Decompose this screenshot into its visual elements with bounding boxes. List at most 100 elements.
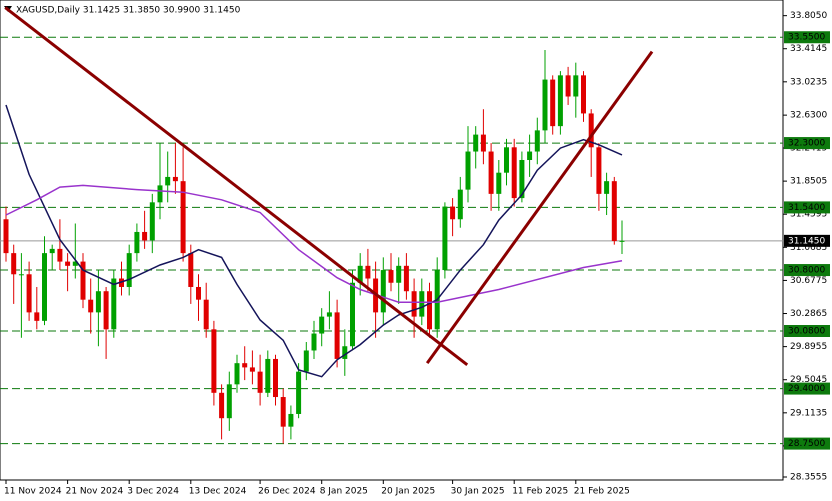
candle-body (88, 299, 94, 313)
candle-body (273, 358, 278, 398)
level-label: 30.0800 (788, 327, 825, 337)
candle-body (365, 265, 371, 279)
moving-average (5, 184, 623, 303)
chart-title: XAGUSD,Daily 31.1425 31.3850 30.9900 31.… (16, 6, 241, 16)
candle-body (211, 329, 217, 393)
candle-body (95, 291, 101, 313)
level-label: 28.7500 (788, 439, 825, 449)
candle-body (427, 291, 432, 330)
candle-body (196, 286, 201, 300)
candle-body (11, 253, 17, 275)
x-tick-label: 21 Nov 2024 (66, 487, 124, 497)
candle-body (65, 261, 71, 266)
moving-average (5, 104, 623, 378)
candle-body (257, 371, 263, 393)
candle-body (119, 278, 124, 287)
candle-body (557, 75, 563, 127)
level-label: 29.4000 (788, 384, 825, 394)
candle-body (573, 75, 579, 97)
candle-body (219, 392, 225, 419)
candle-body (611, 181, 617, 242)
candle-body (588, 113, 594, 148)
level-label: 33.5500 (788, 33, 825, 43)
candle-body (111, 278, 117, 330)
candle-body (157, 185, 163, 203)
candle-body (542, 79, 548, 131)
candle-body (380, 270, 386, 313)
candle-body (165, 176, 171, 186)
x-tick-label: 11 Nov 2024 (4, 487, 62, 497)
candle-body (496, 172, 502, 194)
candle-body (72, 261, 78, 266)
candle-body (172, 176, 178, 182)
y-tick-label: 30.2865 (790, 309, 827, 319)
candle-body (550, 79, 556, 127)
candle-body (18, 274, 24, 276)
plot-frame (0, 0, 784, 481)
y-tick-label: 29.8955 (790, 342, 827, 352)
candle-body (265, 358, 271, 393)
candle-body (488, 151, 494, 194)
x-tick-label: 13 Dec 2024 (189, 487, 247, 497)
trendline (425, 50, 654, 365)
x-tick-label: 8 Jan 2025 (320, 487, 368, 497)
level-label-box (784, 325, 830, 338)
candle-body (581, 75, 586, 114)
candle-body (619, 240, 625, 242)
candle-body (388, 270, 394, 283)
candle-body (457, 189, 463, 220)
x-tick-label: 20 Jan 2025 (381, 487, 435, 497)
candle-body (450, 206, 456, 220)
x-tick-label: 30 Jan 2025 (451, 487, 505, 497)
level-label-box (784, 137, 830, 150)
candle-body (357, 265, 363, 283)
candle-body (42, 253, 47, 321)
level-label-box (784, 382, 830, 395)
candle-body (49, 248, 55, 254)
candle-body (203, 299, 209, 330)
y-tick-label: 29.5045 (790, 375, 827, 385)
candle-body (142, 231, 148, 241)
level-label-box (784, 31, 830, 44)
candle-body (180, 181, 186, 254)
x-tick-label: 26 Dec 2024 (258, 487, 316, 497)
candle-body (411, 291, 417, 317)
y-tick-label: 32.6300 (790, 111, 827, 121)
candle-body (234, 363, 240, 385)
candle-body (342, 346, 348, 359)
x-tick-label: 21 Feb 2025 (574, 487, 630, 497)
candle-body (604, 181, 610, 194)
last-price-label: 31.1450 (788, 236, 825, 246)
y-tick-label: 30.6775 (790, 276, 827, 286)
candle-body (80, 261, 86, 300)
level-label-box (784, 264, 830, 277)
candle-body (480, 134, 486, 152)
candle-body (419, 291, 425, 317)
candle-body (126, 253, 132, 287)
candle-body (149, 202, 155, 241)
candle-body (319, 316, 325, 334)
last-price-box (784, 234, 830, 247)
candle-body (249, 367, 255, 372)
candle-body (350, 282, 355, 347)
candle-body (442, 206, 448, 271)
candle-body (242, 363, 248, 368)
candle-body (311, 333, 317, 351)
candle-body (334, 312, 340, 359)
y-tick-label: 28.3555 (790, 472, 827, 482)
candle-body (511, 147, 517, 199)
candle-body (403, 265, 409, 292)
candle-body (3, 219, 9, 254)
plot-area (0, 36, 783, 445)
candle-body (519, 160, 525, 199)
level-label: 32.3000 (788, 139, 825, 149)
candle-body (57, 248, 63, 262)
level-label: 30.8000 (788, 266, 825, 276)
candle-body (396, 265, 402, 283)
y-tick-label: 33.8050 (790, 11, 827, 21)
candle-body (226, 384, 232, 419)
y-tick-label: 31.4595 (790, 210, 827, 220)
candle-body (34, 312, 40, 321)
